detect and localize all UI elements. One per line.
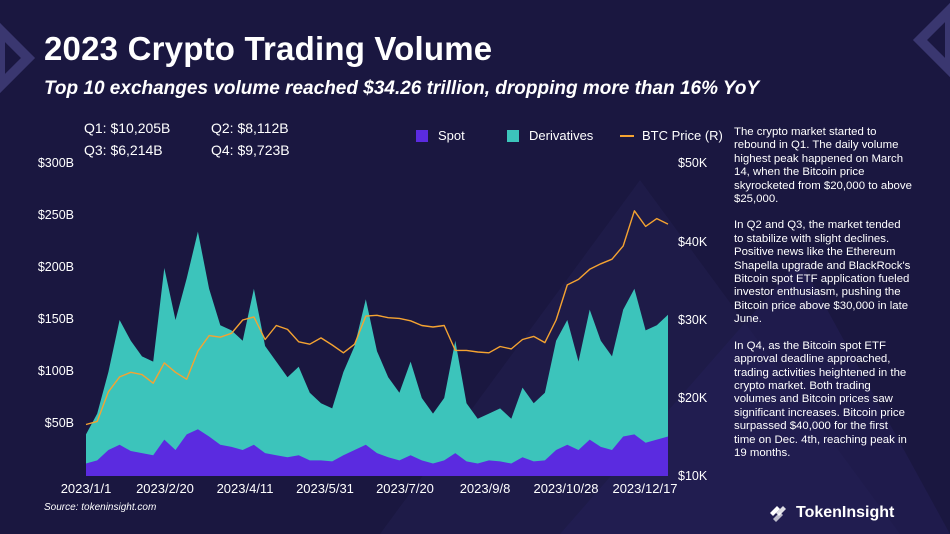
y-left-tick-label: $50B xyxy=(44,416,74,430)
legend-derivatives-label: Derivatives xyxy=(529,128,594,143)
legend-spot-swatch xyxy=(416,129,428,142)
x-tick-label: 2023/10/28 xyxy=(533,481,599,496)
x-tick-label: 2023/12/17 xyxy=(612,481,678,496)
commentary-panel: The crypto market started to rebound in … xyxy=(734,126,912,473)
bg-chevron xyxy=(0,22,36,94)
legend-btc-label: BTC Price (R) xyxy=(642,128,723,143)
quarter-total-q3: Q3: $6,214B xyxy=(84,142,163,158)
spot-area xyxy=(86,429,668,476)
legend-btc: BTC Price (R) xyxy=(620,128,723,143)
y-left-tick-label: $300B xyxy=(37,156,74,170)
y-right-tick-label: $40K xyxy=(678,235,708,249)
quarter-total-q2: Q2: $8,112B xyxy=(211,120,289,136)
quarter-total-q4: Q4: $9,723B xyxy=(211,142,290,158)
brand: TokenInsight xyxy=(766,502,894,524)
tokeninsight-logo-icon xyxy=(770,506,786,522)
x-tick-label: 2023/4/11 xyxy=(216,481,274,496)
x-tick-label: 2023/9/8 xyxy=(459,481,511,496)
chart-title: 2023 Crypto Trading Volume xyxy=(44,30,493,67)
quarter-total-q1: Q1: $10,205B xyxy=(84,120,171,136)
legend-derivatives: Derivatives xyxy=(507,128,593,143)
commentary-q2-q3: In Q2 and Q3, the market tended to stabi… xyxy=(734,219,911,326)
y-right-tick-label: $50K xyxy=(678,156,708,170)
legend-btc-line xyxy=(620,134,634,137)
chart-subtitle: Top 10 exchanges volume reached $34.26 t… xyxy=(44,78,760,99)
derivatives-area xyxy=(86,231,668,476)
y-left-tick-label: $250B xyxy=(37,208,74,222)
btc-price-line xyxy=(85,210,669,426)
x-tick-label: 2023/2/20 xyxy=(136,481,194,496)
y-left-tick-label: $150B xyxy=(37,312,74,326)
commentary-q4: In Q4, as the Bitcoin spot ETF approval … xyxy=(734,339,907,459)
commentary-q1: The crypto market started to rebound in … xyxy=(734,126,912,206)
x-tick-label: 2023/1/1 xyxy=(60,481,112,496)
y-left-tick-label: $100B xyxy=(37,364,74,378)
y-left-tick-label: $200B xyxy=(37,260,74,274)
source-note: Source: tokeninsight.com xyxy=(44,502,157,513)
legend-spot: Spot xyxy=(416,128,465,143)
x-tick-label: 2023/5/31 xyxy=(296,481,354,496)
y-right-tick-label: $30K xyxy=(678,313,708,327)
y-right-tick-label: $10K xyxy=(678,469,708,483)
legend-derivatives-swatch xyxy=(507,129,519,142)
brand-name: TokenInsight xyxy=(796,504,895,521)
y-right-tick-label: $20K xyxy=(678,391,708,405)
x-tick-label: 2023/7/20 xyxy=(376,481,434,496)
legend-spot-label: Spot xyxy=(438,128,465,143)
bg-chevron xyxy=(912,2,950,78)
